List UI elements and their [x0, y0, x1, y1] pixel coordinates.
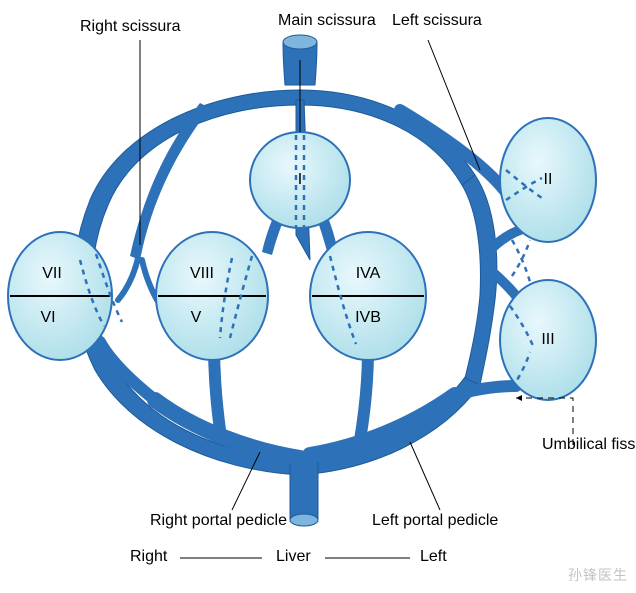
label-iii: III	[541, 331, 554, 348]
label-ii: II	[544, 171, 553, 188]
label-left-portal-pedicle: Left portal pedicle	[372, 512, 498, 530]
label-right: Right	[130, 548, 167, 566]
label-vi: VI	[40, 309, 55, 326]
label-ivb: IVB	[355, 309, 381, 326]
label-right-scissura: Right scissura	[80, 18, 180, 36]
label-viii: VIII	[190, 265, 214, 282]
label-left-scissura: Left scissura	[392, 12, 472, 30]
label-umbilical-fissure: Umbilical fissure	[542, 436, 632, 454]
label-iva: IVA	[356, 265, 381, 282]
liver-segments-diagram: VII VI VIII V IVA IVB I II III	[0, 0, 636, 593]
label-vii: VII	[42, 265, 62, 282]
watermark: 孙锋医生	[568, 565, 628, 585]
label-left: Left	[420, 548, 447, 566]
label-right-portal-pedicle: Right portal pedicle	[150, 512, 287, 530]
label-main-scissura: Main scissura	[278, 12, 358, 30]
label-i: I	[298, 171, 302, 188]
label-liver: Liver	[276, 548, 311, 566]
label-v: V	[191, 309, 202, 326]
